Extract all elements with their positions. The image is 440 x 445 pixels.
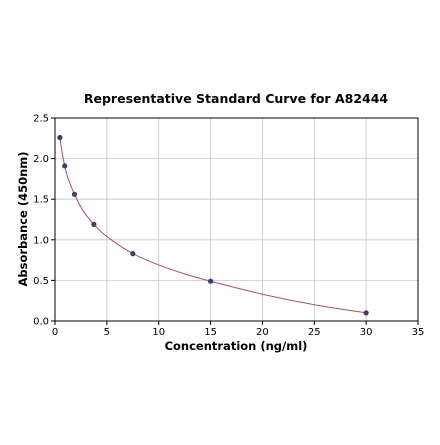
x-tick-label: 0	[52, 327, 58, 338]
x-tick-label: 10	[152, 327, 165, 338]
y-tick-label: 1.5	[33, 195, 49, 206]
y-tick-label: 0.0	[33, 317, 49, 328]
data-point	[71, 191, 78, 197]
y-tick-label: 2.0	[33, 154, 49, 165]
x-tick-label: 30	[360, 327, 373, 338]
chart-title: Representative Standard Curve for A82444	[84, 91, 389, 106]
y-tick-label: 2.5	[33, 114, 49, 125]
fit-curve	[59, 137, 367, 314]
x-axis-label: Concentration (ng/ml)	[165, 339, 308, 353]
fit-curve-layer	[59, 137, 367, 314]
data-point	[363, 310, 369, 316]
x-tick-label: 25	[308, 327, 321, 338]
data-point	[130, 251, 136, 257]
y-tick-label: 1.0	[33, 235, 49, 246]
x-tick-label: 35	[412, 327, 425, 338]
x-tick-label: 20	[256, 327, 269, 338]
data-point	[91, 221, 97, 227]
data-point	[57, 134, 63, 141]
x-tick-label: 5	[104, 327, 110, 338]
axis-ticks: 0 5 10 15 20 25 30 35 0.0 0.5 1.0 1.5 2.0 2.5	[33, 114, 424, 339]
data-point	[62, 163, 68, 169]
grid	[54, 117, 419, 322]
data-point	[207, 278, 214, 284]
y-tick-label: 0.5	[33, 276, 49, 287]
x-tick-label: 15	[204, 327, 217, 338]
data-points	[57, 134, 369, 316]
plot-frame	[54, 117, 419, 322]
y-axis-label: Absorbance (450nm)	[16, 151, 30, 286]
